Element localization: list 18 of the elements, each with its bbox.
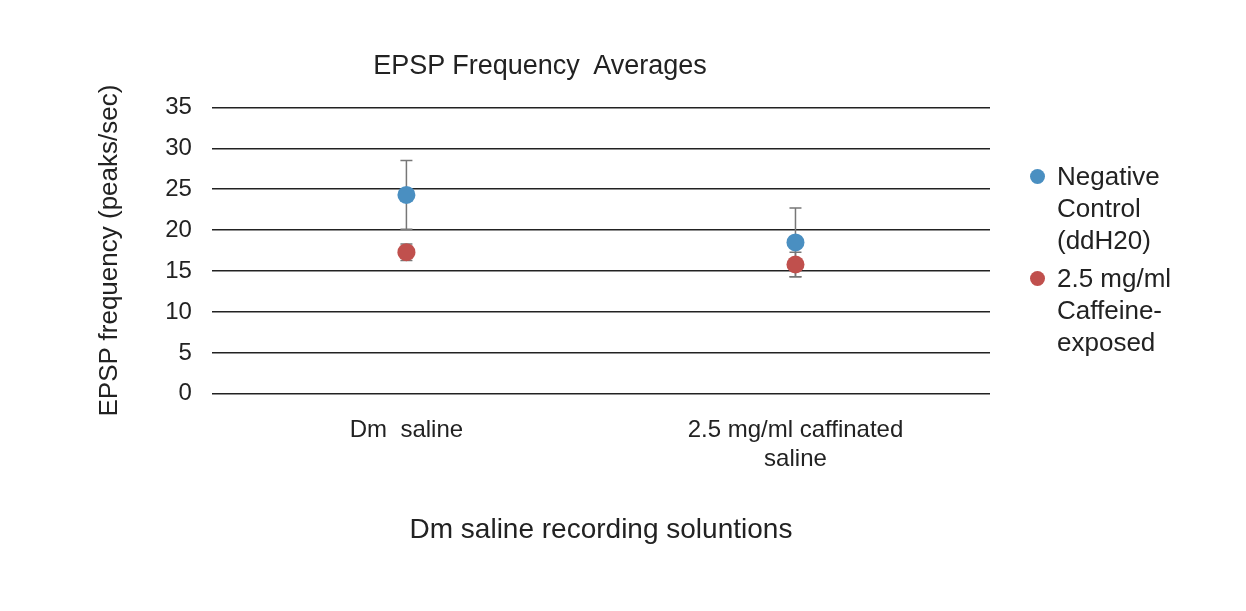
point: [786, 233, 805, 252]
y-axis-title: EPSP frequency (peaks/sec): [92, 84, 123, 417]
legend-label: 2.5 mg/ml Caffeine-exposed: [1057, 262, 1173, 358]
legend-label: Negative Control (ddH20): [1057, 160, 1161, 256]
point: [397, 185, 416, 204]
y-tick-label: 5: [178, 337, 192, 365]
x-tick-label: 2.5 mg/ml caffinated saline: [687, 414, 904, 471]
x-tick-label: Dm saline: [349, 414, 464, 442]
y-tick-label: 15: [165, 255, 192, 283]
y-tick-label: 10: [165, 296, 192, 324]
y-tick-label: 25: [165, 173, 192, 201]
x-axis-title: Dm saline recording soluntions: [409, 512, 793, 544]
y-tick-label: 35: [165, 92, 192, 120]
y-tick-label: 30: [165, 132, 192, 160]
point: [786, 255, 805, 274]
y-tick-label: 0: [178, 378, 192, 406]
y-tick-label: 20: [165, 214, 192, 242]
chart-title: EPSP Frequency Averages: [373, 49, 707, 80]
